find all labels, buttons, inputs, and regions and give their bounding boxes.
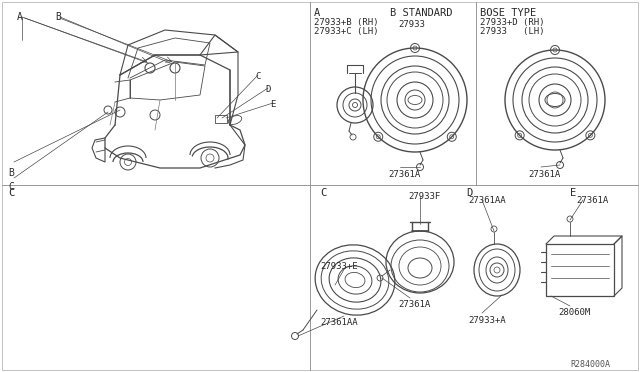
Text: 27933: 27933	[398, 20, 425, 29]
Text: 27361A: 27361A	[576, 196, 608, 205]
Text: B: B	[55, 12, 61, 22]
Text: B STANDARD: B STANDARD	[390, 8, 452, 18]
Bar	[546, 244, 614, 296]
Text: E: E	[270, 100, 275, 109]
Text: B: B	[8, 168, 14, 178]
Text: 27933F: 27933F	[408, 192, 440, 201]
Text: E: E	[570, 188, 576, 198]
Text: 27933+C (LH): 27933+C (LH)	[314, 27, 378, 36]
Text: 27933+A: 27933+A	[468, 316, 506, 325]
Text: A: A	[314, 8, 320, 18]
Text: 27361AA: 27361AA	[320, 318, 358, 327]
Text: 27361A: 27361A	[398, 300, 430, 309]
Text: 27933   (LH): 27933 (LH)	[480, 27, 545, 36]
Text: 27933+B (RH): 27933+B (RH)	[314, 18, 378, 27]
Text: 27361AA: 27361AA	[468, 196, 506, 205]
Text: 27933+D (RH): 27933+D (RH)	[480, 18, 545, 27]
Text: A: A	[17, 12, 23, 22]
Text: D: D	[265, 85, 270, 94]
Text: 27361A: 27361A	[388, 170, 420, 179]
Text: C: C	[255, 72, 260, 81]
Text: C: C	[8, 182, 14, 192]
Text: BOSE TYPE: BOSE TYPE	[480, 8, 536, 18]
Text: C: C	[320, 188, 326, 198]
Text: 28060M: 28060M	[558, 308, 590, 317]
Text: 27361A: 27361A	[528, 170, 560, 179]
Text: D: D	[466, 188, 472, 198]
Text: 27933+E: 27933+E	[320, 262, 358, 271]
Bar	[215, 115, 227, 123]
Text: C: C	[8, 188, 14, 198]
Text: R284000A: R284000A	[570, 360, 610, 369]
